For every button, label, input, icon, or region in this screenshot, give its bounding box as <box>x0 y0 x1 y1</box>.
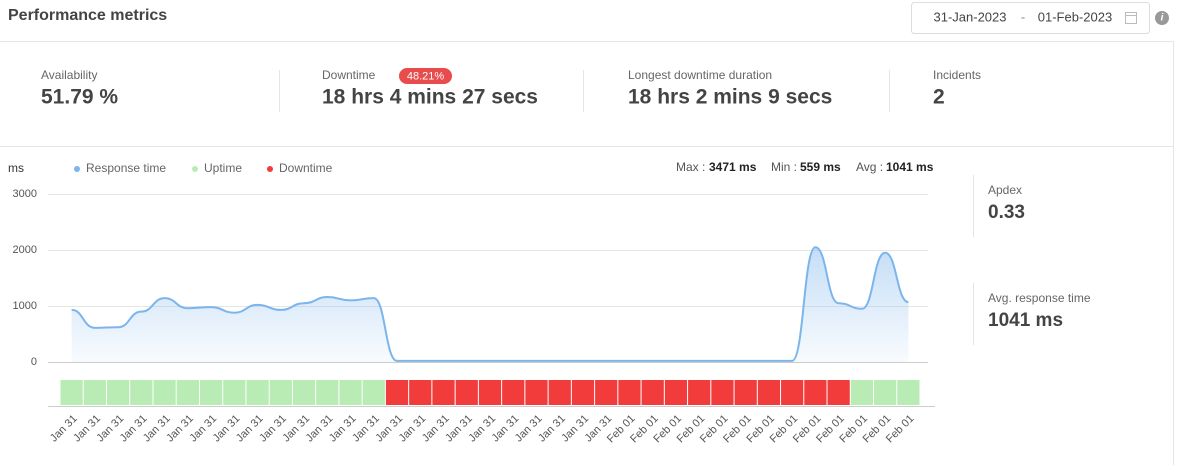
side-value: 1041 ms <box>988 310 1063 331</box>
status-cell <box>269 380 292 405</box>
legend-label: Response time <box>86 161 166 175</box>
stat-badge-text: 48.21% <box>407 70 445 82</box>
status-cell <box>455 380 478 405</box>
status-cell <box>525 380 548 405</box>
y-tick-label: 0 <box>31 356 37 368</box>
status-cell <box>362 380 385 405</box>
status-cell <box>130 380 153 405</box>
status-cell <box>664 380 688 405</box>
status-cell <box>339 380 362 405</box>
status-cell <box>83 380 106 405</box>
summary-value: 3471 ms <box>709 160 757 174</box>
status-cell <box>711 380 734 405</box>
summary-label: Max : <box>676 160 705 174</box>
date-to: 01-Feb-2023 <box>1038 9 1112 24</box>
info-glyph: i <box>1161 13 1164 24</box>
side-label: Avg. response time <box>988 291 1091 305</box>
status-cell <box>897 380 920 405</box>
summary-value: 1041 ms <box>886 160 934 174</box>
stat-label: Incidents <box>933 68 981 82</box>
y-tick-label: 1000 <box>13 300 37 312</box>
status-cell <box>246 380 269 405</box>
summary-value: 559 ms <box>800 160 841 174</box>
side-value: 0.33 <box>988 202 1025 223</box>
status-cell <box>199 380 223 405</box>
status-cell <box>595 380 618 405</box>
y-tick-label: 3000 <box>13 188 37 200</box>
status-cell <box>60 380 83 405</box>
response-area <box>71 247 909 362</box>
y-axis-label: ms <box>8 161 24 175</box>
status-cell <box>409 380 432 405</box>
date-separator: - <box>1021 9 1025 24</box>
status-cell <box>874 380 897 405</box>
status-cell <box>106 380 130 405</box>
status-cell <box>781 380 804 405</box>
status-cell <box>850 380 874 405</box>
status-cell <box>757 380 781 405</box>
legend-marker <box>267 166 273 172</box>
summary-label: Avg : <box>856 160 883 174</box>
status-cell <box>641 380 664 405</box>
status-cell <box>502 380 525 405</box>
legend-marker <box>192 166 198 172</box>
stat-value: 18 hrs 2 mins 9 secs <box>628 86 832 109</box>
y-tick-label: 2000 <box>13 244 37 256</box>
stat-label: Downtime <box>322 68 376 82</box>
legend-label: Uptime <box>204 161 242 175</box>
status-cell <box>292 380 316 405</box>
status-cell <box>734 380 757 405</box>
status-cell <box>385 380 409 405</box>
status-cell <box>176 380 199 405</box>
status-cell <box>316 380 339 405</box>
side-label: Apdex <box>988 183 1022 197</box>
stat-label: Longest downtime duration <box>628 68 772 82</box>
summary-label: Min : <box>771 160 797 174</box>
status-cell <box>432 380 455 405</box>
date-picker[interactable] <box>911 2 1150 34</box>
status-cell <box>804 380 827 405</box>
stat-value: 2 <box>933 86 945 109</box>
status-cell <box>478 380 502 405</box>
status-cell <box>223 380 246 405</box>
calendar-icon <box>1125 12 1137 24</box>
info-icon[interactable] <box>1155 11 1169 25</box>
status-cell <box>618 380 641 405</box>
legend-marker <box>74 166 80 172</box>
stat-value: 18 hrs 4 mins 27 secs <box>322 86 538 109</box>
stat-badge <box>399 68 452 84</box>
status-cell <box>827 380 850 405</box>
response-line <box>71 246 909 362</box>
legend-label: Downtime <box>279 161 333 175</box>
stat-value: 51.79 % <box>41 86 118 109</box>
date-from: 31-Jan-2023 <box>934 9 1007 24</box>
status-cell <box>153 380 176 405</box>
stat-label: Availability <box>41 68 97 82</box>
status-cell <box>688 380 711 405</box>
status-cell <box>571 380 595 405</box>
page-title: Performance metrics <box>8 7 167 24</box>
status-cell <box>548 380 571 405</box>
